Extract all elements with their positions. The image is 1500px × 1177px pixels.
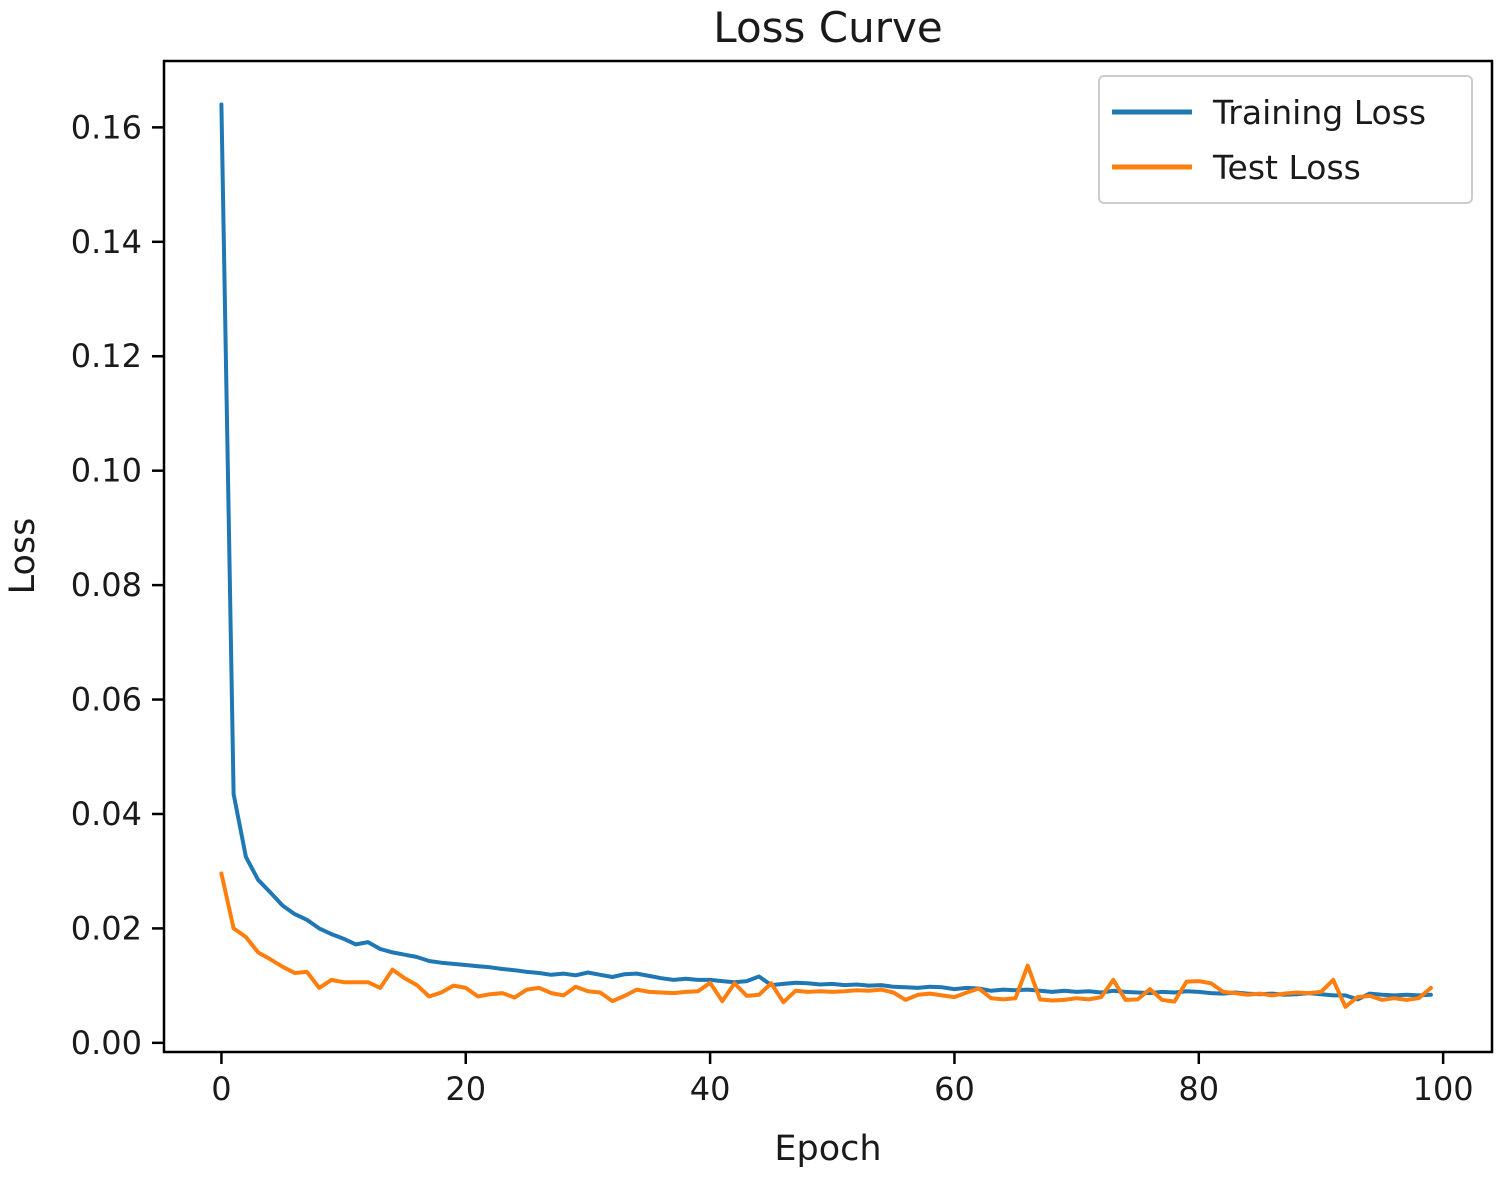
legend-label-test-loss: Test Loss [1212, 148, 1361, 187]
series-lines [219, 102, 1433, 1009]
y-axis-label: Loss [3, 518, 43, 595]
y-tick-label: 0.04 [71, 795, 142, 833]
plot-area-border [162, 59, 1494, 1054]
x-tick-label: 60 [934, 1070, 975, 1108]
x-axis-ticks: 0 20 40 60 80 100 [211, 1052, 1474, 1108]
x-tick-label: 100 [1413, 1070, 1474, 1108]
y-tick-label: 0.12 [71, 337, 142, 375]
x-axis-label: Epoch [774, 1129, 881, 1169]
y-axis-ticks: 0.00 0.02 0.04 0.06 0.08 0.10 0.12 0.14 0.16 [71, 108, 164, 1062]
x-tick-label: 20 [445, 1070, 486, 1108]
legend-label-training-loss: Training Loss [1212, 93, 1426, 132]
x-tick-label: 0 [211, 1070, 231, 1108]
x-tick-label: 40 [690, 1070, 731, 1108]
y-tick-label: 0.16 [71, 108, 142, 146]
legend-box [1098, 75, 1473, 204]
y-tick-label: 0.08 [71, 566, 142, 604]
series-line-training-loss [219, 102, 1433, 1002]
series-line-test-loss [219, 871, 1433, 1009]
y-tick-label: 0.02 [71, 909, 142, 947]
legend: Training Loss Test Loss [1098, 75, 1473, 204]
y-tick-label: 0.10 [71, 452, 142, 490]
y-tick-label: 0.06 [71, 681, 142, 719]
y-tick-label: 0.14 [71, 223, 142, 261]
chart-title: Loss Curve [713, 3, 942, 52]
x-tick-label: 80 [1178, 1070, 1219, 1108]
y-tick-label: 0.00 [71, 1024, 142, 1062]
